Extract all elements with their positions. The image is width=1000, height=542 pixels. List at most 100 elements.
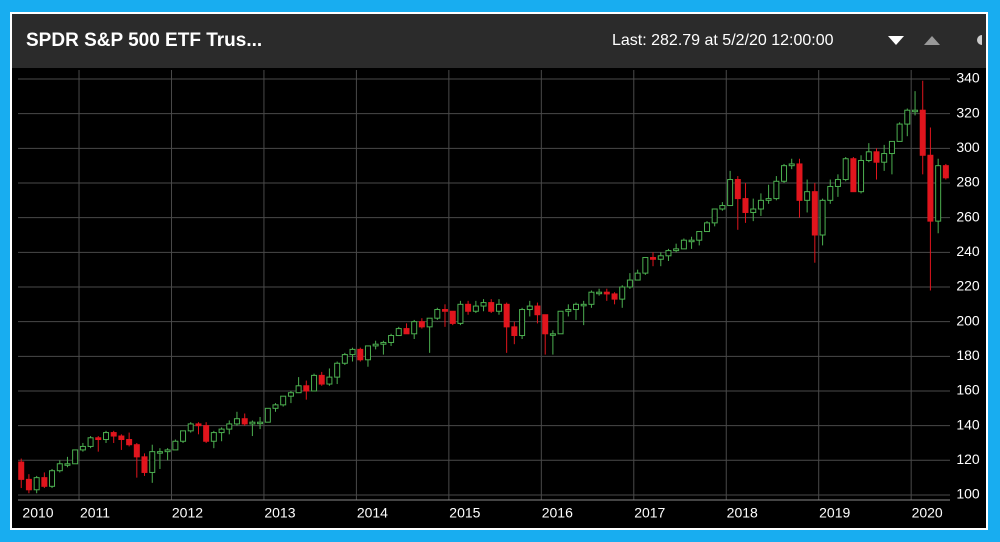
candle-body — [49, 470, 56, 487]
candle-body — [626, 279, 633, 288]
candle-body — [834, 179, 841, 187]
candle-body — [241, 418, 248, 425]
candle-body — [804, 191, 811, 201]
candle-body — [441, 309, 448, 312]
candle-body — [727, 179, 734, 207]
candle-body — [357, 348, 364, 361]
candle-body — [811, 191, 818, 236]
candle-body — [426, 317, 433, 328]
candle-body — [457, 303, 464, 324]
candle-body — [341, 354, 348, 364]
candle-body — [588, 291, 595, 305]
candle-body — [688, 239, 695, 243]
candle-body — [303, 385, 310, 392]
x-tick-label: 2018 — [727, 505, 758, 521]
candle-body — [364, 345, 371, 361]
candle-body — [495, 303, 502, 312]
candle-body — [264, 407, 271, 423]
up-arrow[interactable] — [924, 36, 940, 45]
candle-body — [673, 248, 680, 252]
candle-body — [233, 418, 240, 425]
down-arrow[interactable] — [888, 36, 904, 45]
candle-body — [164, 449, 171, 453]
candle-body — [18, 461, 25, 480]
candle-body — [557, 310, 564, 335]
x-tick-label: 2016 — [542, 505, 573, 521]
candle-body — [650, 257, 657, 260]
candle-body — [919, 109, 926, 156]
candle-body — [842, 158, 849, 181]
candle-body — [72, 449, 79, 465]
candle-body — [511, 326, 518, 337]
panel: SPDR S&P 500 ETF Trus... Last: 282.79 at… — [10, 12, 988, 530]
candle-body — [503, 303, 510, 328]
candle-body — [788, 163, 795, 167]
candle-body — [642, 257, 649, 274]
candle-body — [395, 328, 402, 337]
candle-body — [87, 437, 94, 447]
candle-body — [272, 404, 279, 409]
candle-body — [187, 423, 194, 432]
candle-body — [156, 451, 163, 454]
candle-body — [519, 309, 526, 337]
settings-icon[interactable] — [977, 35, 982, 45]
x-tick-label: 2012 — [172, 505, 203, 521]
candle-body — [611, 293, 618, 300]
candle-body — [773, 180, 780, 200]
y-tick-label: 120 — [956, 451, 980, 467]
candle-body — [480, 302, 487, 307]
candle-body — [580, 303, 587, 307]
candle-body — [411, 321, 418, 335]
candle-body — [180, 430, 187, 442]
candle-body — [711, 208, 718, 224]
candle-body — [881, 153, 888, 163]
candle-body — [133, 444, 140, 458]
y-tick-label: 300 — [956, 139, 980, 155]
candle-body — [472, 305, 479, 312]
candle-body — [465, 303, 472, 312]
candle-body — [110, 432, 117, 437]
candle-body — [526, 305, 533, 311]
candle-body — [904, 109, 911, 125]
candle-body — [141, 456, 148, 473]
candle-body — [403, 328, 410, 335]
candle-body — [742, 198, 749, 213]
candle-body — [858, 159, 865, 193]
candle-body — [657, 255, 664, 260]
candle-body — [796, 163, 803, 201]
chart: 100 120 140 160 180 200 220 240 260 280 300 320 340 2… — [18, 70, 980, 521]
candle-body — [103, 432, 110, 441]
candle-body — [634, 272, 641, 281]
candle-body — [126, 439, 133, 446]
candle-body — [311, 374, 318, 392]
candle-body — [542, 314, 549, 335]
candle-body — [912, 109, 919, 113]
y-tick-label: 140 — [956, 416, 980, 432]
candle-body — [734, 179, 741, 200]
x-tick-label: 2014 — [357, 505, 388, 521]
candle-body — [565, 309, 572, 312]
candle-body — [372, 343, 379, 347]
candle-body — [719, 205, 726, 210]
candle-body — [665, 250, 672, 257]
candle-body — [388, 335, 395, 343]
candle-body — [781, 165, 788, 182]
candle-body — [942, 165, 949, 179]
candle-body — [549, 333, 556, 336]
candle-body — [449, 310, 456, 324]
candle-body — [149, 451, 156, 473]
y-tick-label: 180 — [956, 347, 980, 363]
candle-body — [33, 477, 40, 491]
candle-body — [765, 198, 772, 201]
candle-body — [380, 341, 387, 345]
candle-body — [210, 432, 217, 442]
candle-body — [865, 151, 872, 161]
controls — [888, 35, 982, 45]
y-tick-label: 240 — [956, 243, 980, 259]
y-tick-label: 160 — [956, 382, 980, 398]
candle-body — [64, 463, 71, 466]
candle-body — [488, 302, 495, 312]
candle-body — [750, 208, 757, 213]
candle-body — [434, 309, 441, 319]
